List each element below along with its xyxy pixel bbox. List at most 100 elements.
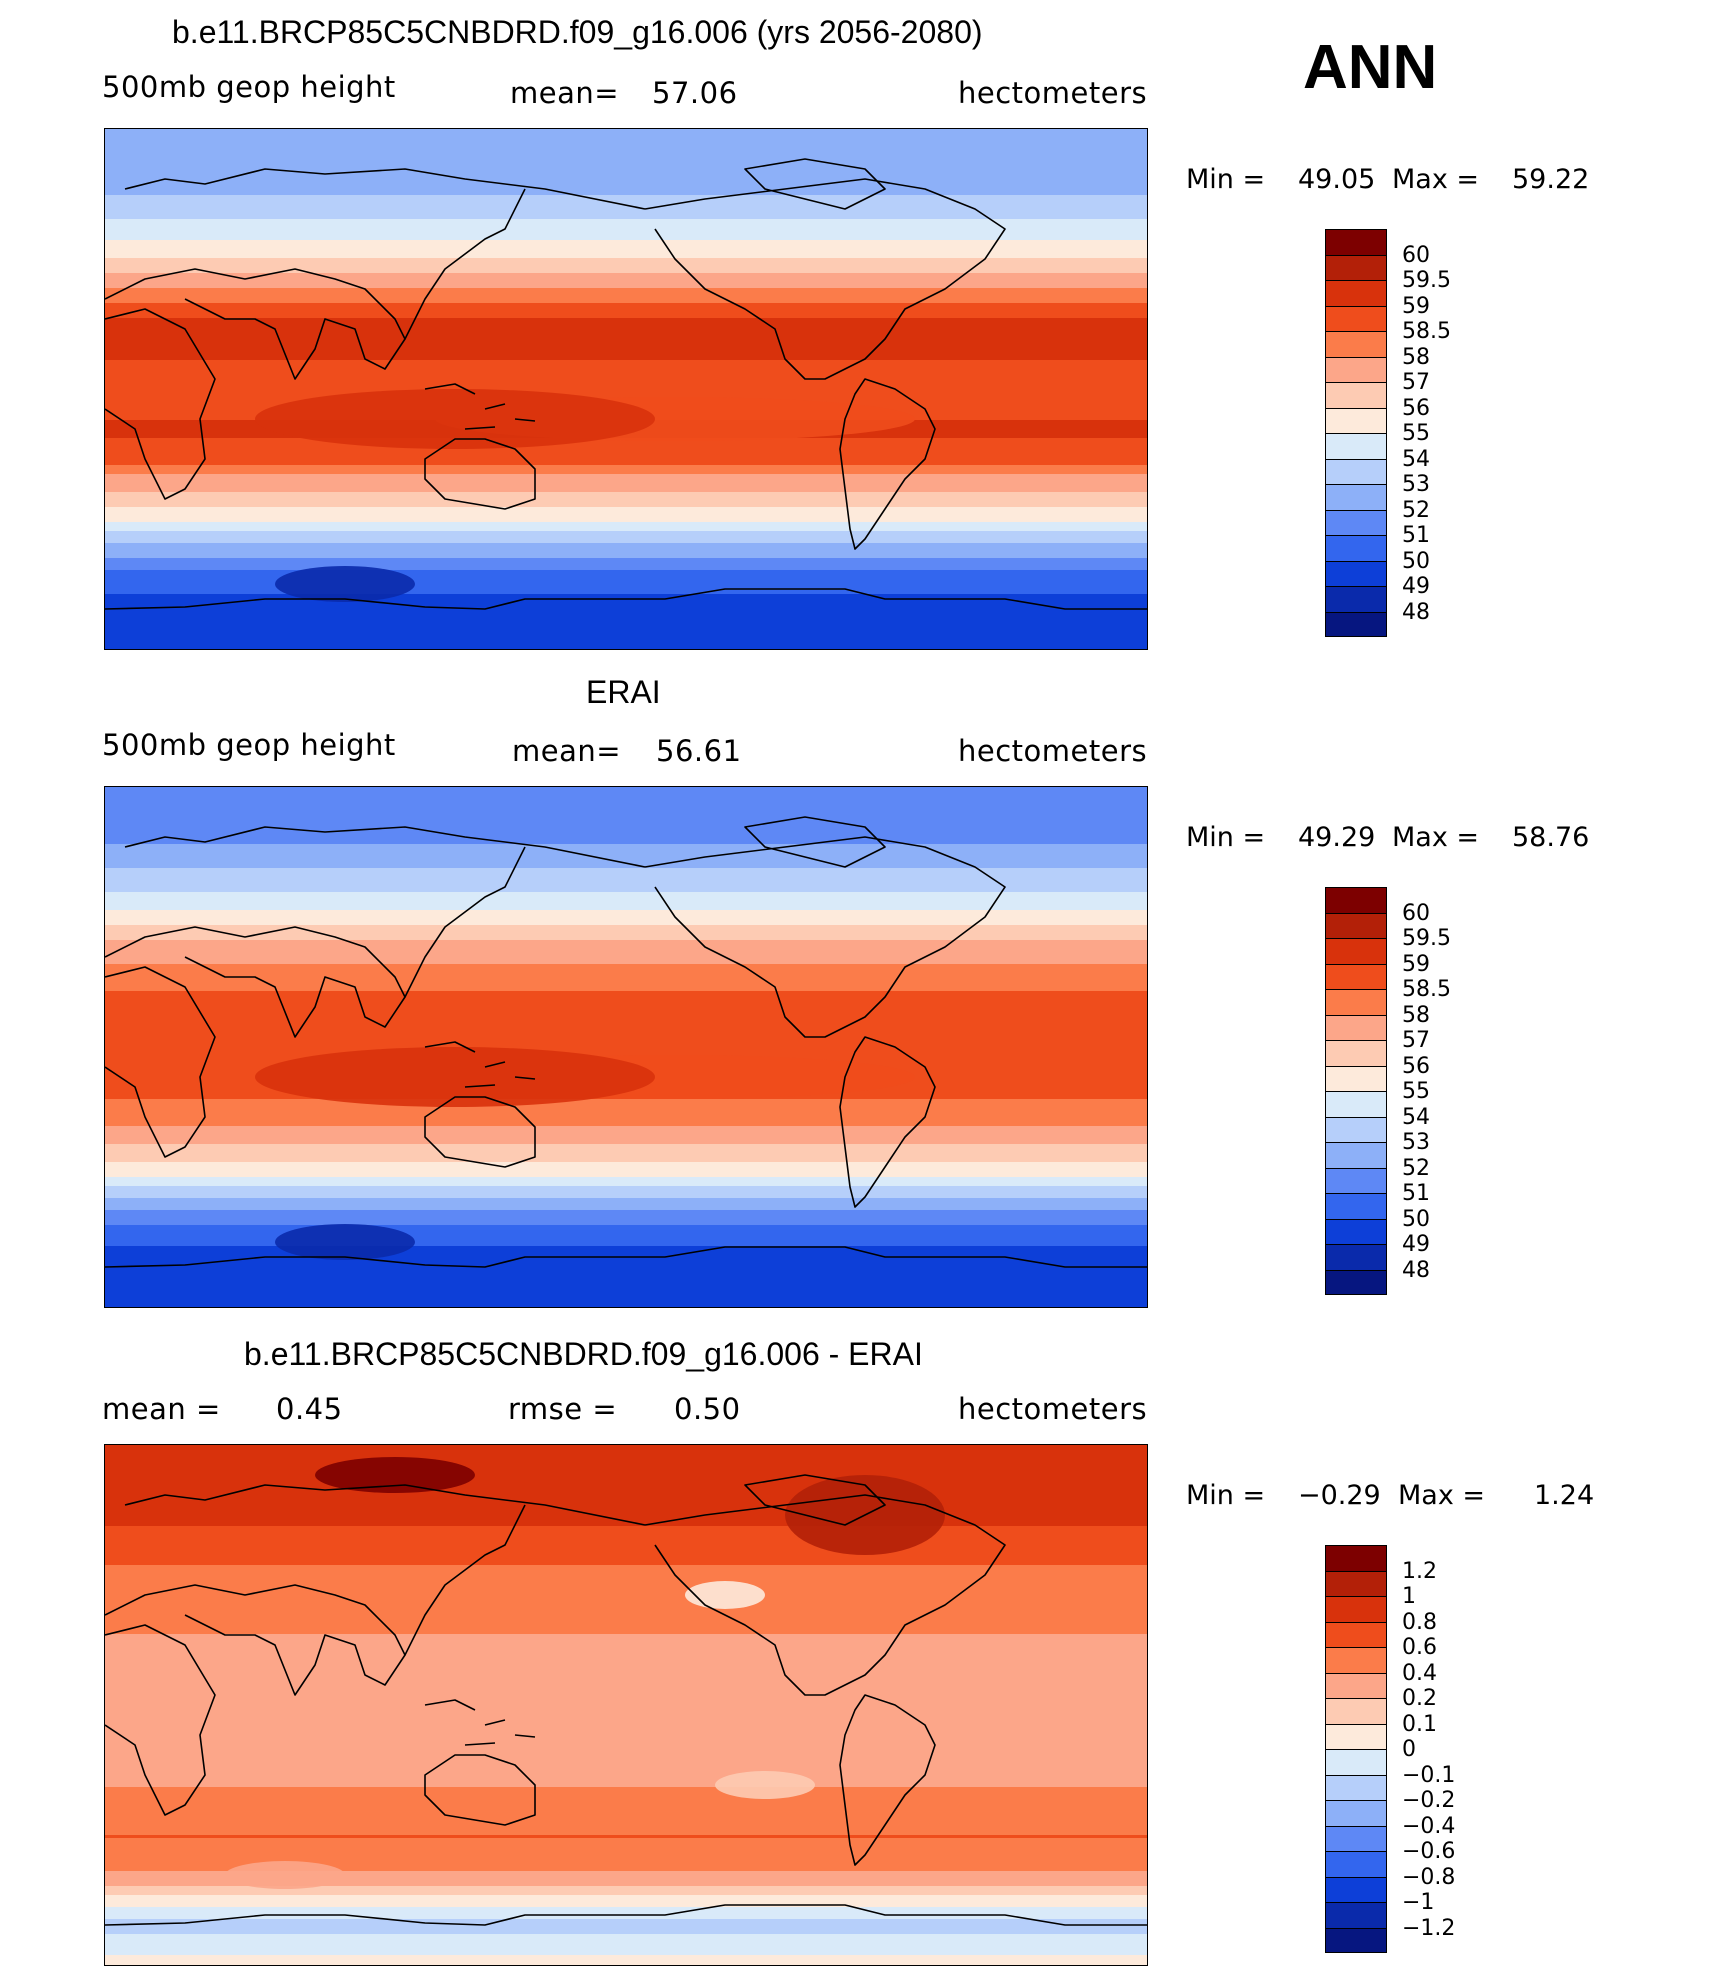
contour-band — [105, 1823, 1147, 1827]
contour-band — [105, 252, 1147, 256]
panel1-contour-bands — [105, 129, 1147, 649]
contour-band — [105, 309, 1147, 313]
contour-band — [105, 991, 1147, 995]
contour-band — [105, 817, 1147, 821]
contour-band — [105, 1165, 1147, 1169]
contour-band — [105, 1757, 1147, 1761]
contour-band — [105, 928, 1147, 932]
panel3-mean-label: mean = — [102, 1392, 221, 1426]
contour-band — [105, 790, 1147, 794]
contour-band — [105, 1637, 1147, 1641]
contour-band — [105, 1691, 1147, 1695]
season-label: ANN — [1303, 33, 1438, 102]
contour-band — [105, 243, 1147, 247]
contour-band — [105, 1538, 1147, 1542]
colorbar-label: 1.2 — [1402, 1558, 1437, 1584]
coastline — [744, 1474, 886, 1526]
contour-band — [105, 1249, 1147, 1253]
contour-band — [105, 378, 1147, 382]
contour-band — [105, 1610, 1147, 1614]
contour-band — [105, 1222, 1147, 1226]
contour-band — [105, 1658, 1147, 1662]
colorbar-box — [1325, 1800, 1387, 1826]
contour-band — [105, 1619, 1147, 1623]
contour-band — [105, 841, 1147, 845]
contour-band — [105, 189, 1147, 193]
contour-band — [105, 171, 1147, 175]
contour-band — [105, 1667, 1147, 1671]
contour-band — [105, 273, 1147, 277]
contour-band — [105, 1727, 1147, 1731]
contour-band — [105, 844, 1147, 848]
contour-band — [105, 1901, 1147, 1905]
colorbar-box — [1325, 1902, 1387, 1928]
contour-band — [105, 648, 1147, 649]
panel1-max-label: Max = — [1392, 164, 1480, 195]
colorbar-label: 49 — [1402, 574, 1430, 599]
panel2-max-value: 58.76 — [1512, 822, 1590, 853]
contour-band — [105, 1634, 1147, 1638]
colorbar-box — [1325, 963, 1387, 989]
coastline — [744, 816, 886, 868]
contour-band — [105, 1781, 1147, 1785]
coastline — [424, 1041, 536, 1088]
contour-band — [105, 1448, 1147, 1452]
contour-band — [105, 1928, 1147, 1932]
contour-band — [105, 1688, 1147, 1692]
contour-band — [105, 1616, 1147, 1620]
contour-band — [105, 919, 1147, 923]
contour-feature — [255, 1047, 655, 1107]
contour-band — [105, 1207, 1147, 1211]
colorbar-label: 49 — [1402, 1232, 1430, 1257]
contour-band — [105, 850, 1147, 854]
contour-band — [105, 1964, 1147, 1965]
contour-band — [105, 1601, 1147, 1605]
contour-band — [105, 1859, 1147, 1863]
coastline — [124, 1484, 646, 1526]
contour-band — [105, 159, 1147, 163]
colorbar-box — [1325, 1091, 1387, 1117]
contour-band — [105, 1760, 1147, 1764]
colorbar-label: 57 — [1402, 370, 1430, 395]
panel3-rmse-label: rmse = — [508, 1392, 618, 1426]
contour-band — [105, 1733, 1147, 1737]
contour-band — [105, 1288, 1147, 1292]
contour-band — [105, 1210, 1147, 1214]
contour-band — [105, 324, 1147, 328]
contour-band — [105, 1484, 1147, 1488]
contour-band — [105, 1036, 1147, 1040]
contour-band — [105, 546, 1147, 550]
contour-band — [105, 1505, 1147, 1509]
contour-band — [105, 369, 1147, 373]
contour-band — [105, 1598, 1147, 1602]
contour-band — [105, 1574, 1147, 1578]
contour-band — [105, 153, 1147, 157]
colorbar-label: 56 — [1402, 395, 1430, 421]
contour-band — [105, 1150, 1147, 1154]
coastline — [105, 1584, 406, 1696]
contour-band — [105, 1862, 1147, 1866]
coastline — [839, 1036, 936, 1208]
contour-band — [105, 931, 1147, 935]
contour-band — [105, 1685, 1147, 1689]
colorbar-box — [1325, 887, 1387, 913]
contour-band — [105, 1919, 1147, 1923]
contour-band — [105, 621, 1147, 625]
contour-band — [105, 1105, 1147, 1109]
contour-band — [105, 1460, 1147, 1464]
contour-band — [105, 1796, 1147, 1800]
coastline — [644, 178, 1006, 380]
contour-band — [105, 1709, 1147, 1713]
contour-band — [105, 1661, 1147, 1665]
contour-band — [105, 267, 1147, 271]
panel1-colorbar — [1325, 229, 1387, 637]
contour-band — [105, 1682, 1147, 1686]
contour-band — [105, 492, 1147, 496]
contour-band — [105, 543, 1147, 547]
contour-band — [105, 276, 1147, 280]
contour-band — [105, 156, 1147, 160]
panel1-min-value: 49.05 — [1298, 164, 1376, 195]
contour-band — [105, 231, 1147, 235]
contour-band — [105, 1279, 1147, 1283]
contour-band — [105, 1769, 1147, 1773]
